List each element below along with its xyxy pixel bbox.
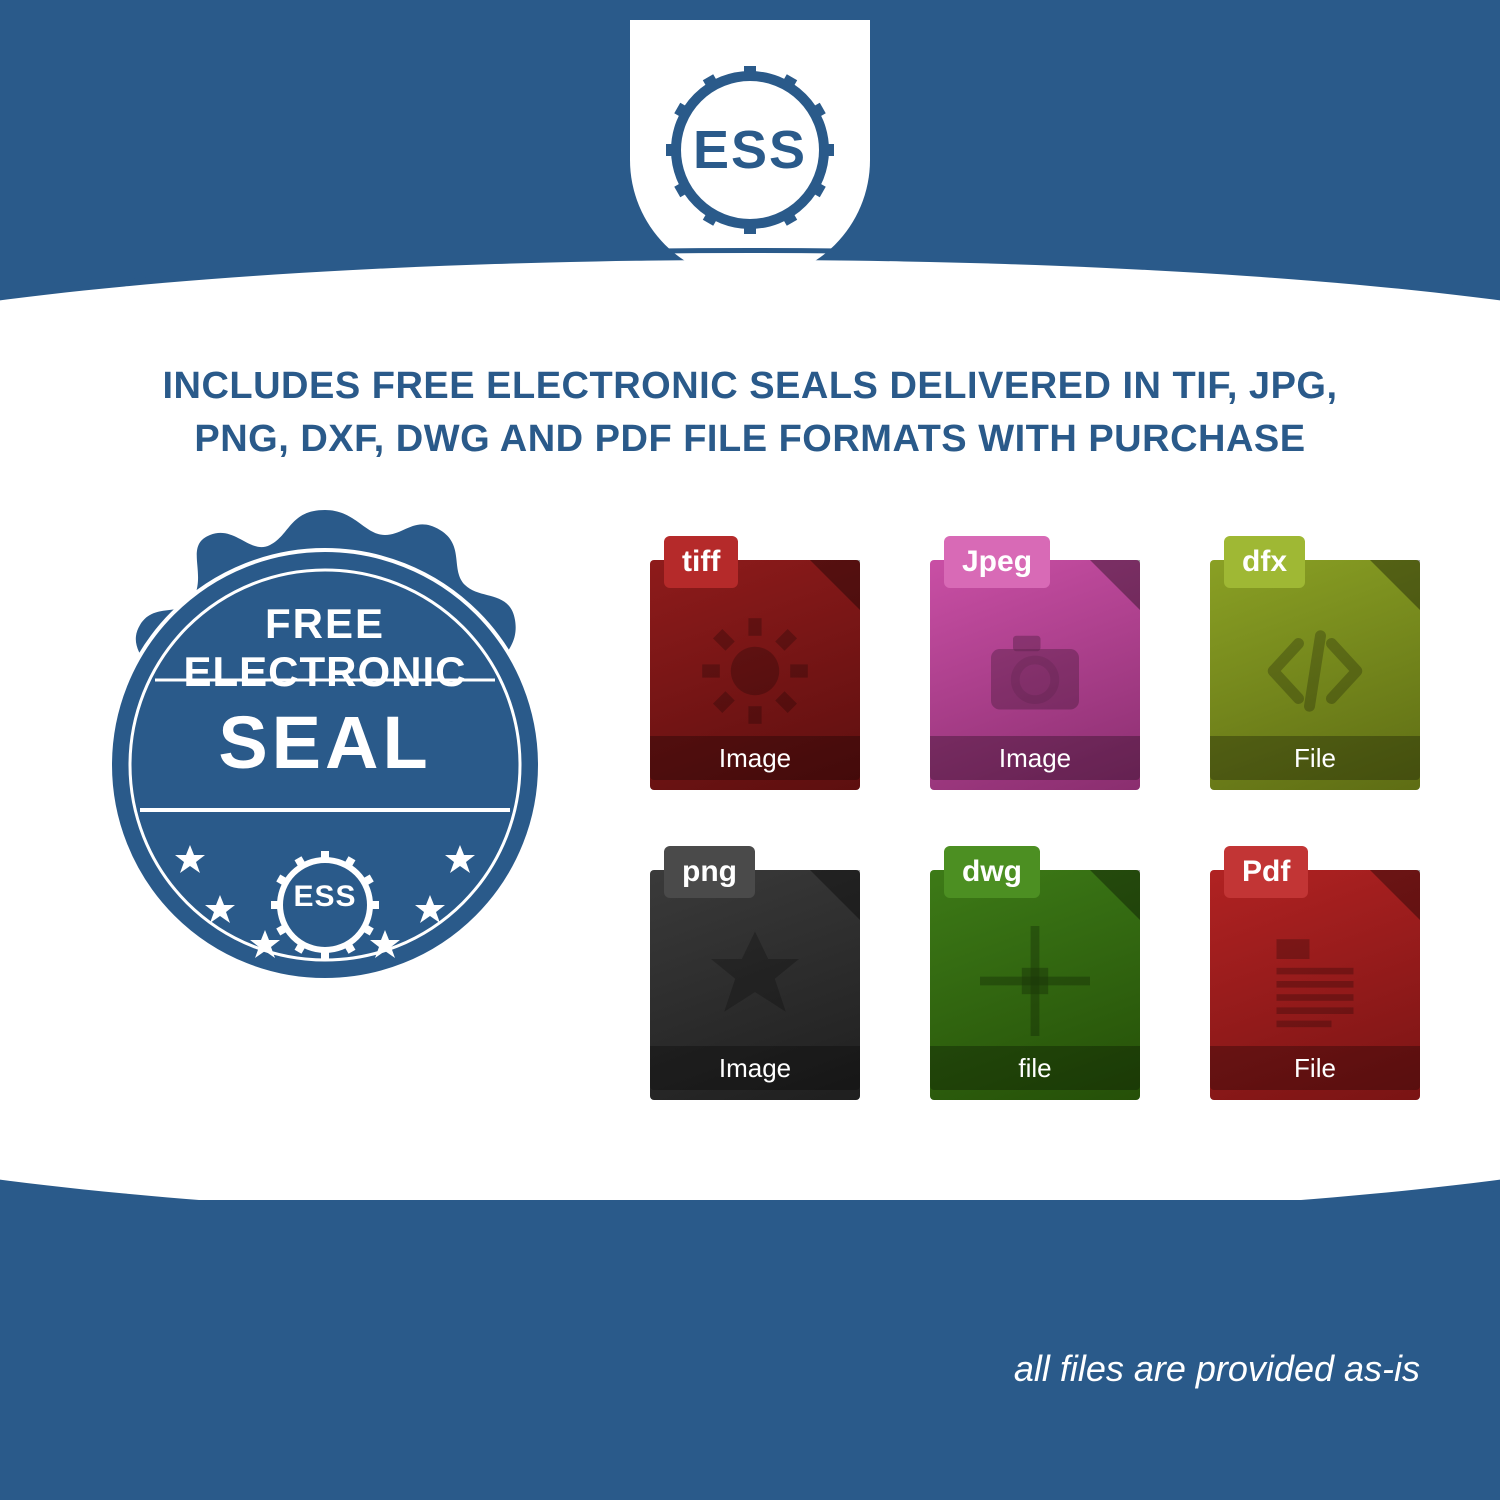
seal-text-block: FREE ELECTRONIC SEAL — [60, 600, 590, 785]
seal-line3: SEAL — [60, 700, 590, 785]
file-icon-tiff: tiff Image — [640, 530, 870, 790]
file-fold-corner — [1370, 870, 1420, 920]
file-format-grid: tiff Image Jpeg Image dfx File png Image dwg file… — [640, 530, 1460, 1120]
file-icon-pdf: Pdf File — [1200, 840, 1430, 1100]
headline: INCLUDES FREE ELECTRONIC SEALS DELIVERED… — [0, 360, 1500, 466]
file-footer-label: file — [930, 1046, 1140, 1090]
headline-line2: PNG, DXF, DWG AND PDF FILE FORMATS WITH … — [60, 413, 1440, 466]
file-fold-corner — [1090, 870, 1140, 920]
file-icon-jpeg: Jpeg Image — [920, 530, 1150, 790]
file-footer-label: File — [1210, 1046, 1420, 1090]
file-fold-corner — [810, 870, 860, 920]
logo-badge: ESS — [630, 20, 870, 280]
crosshair-icon — [980, 926, 1090, 1036]
infographic-page: ESS INCLUDES FREE ELECTRONIC SEALS DELIV… — [0, 0, 1500, 1500]
seal-line2: ELECTRONIC — [60, 648, 590, 696]
file-icon-png: png Image — [640, 840, 870, 1100]
file-fold-corner — [1090, 560, 1140, 610]
file-icon-dfx: dfx File — [1200, 530, 1430, 790]
file-tab-label: dwg — [944, 846, 1040, 898]
gear-icon — [700, 616, 810, 726]
starburst-icon — [700, 926, 810, 1036]
file-footer-label: Image — [650, 1046, 860, 1090]
file-fold-corner — [810, 560, 860, 610]
ess-gear-logo: ESS — [665, 65, 835, 235]
file-tab-label: dfx — [1224, 536, 1305, 588]
file-tab-label: tiff — [664, 536, 738, 588]
file-tab-label: Pdf — [1224, 846, 1308, 898]
seal-line1: FREE — [60, 600, 590, 648]
file-footer-label: Image — [650, 736, 860, 780]
camera-icon — [980, 616, 1090, 726]
file-footer-label: File — [1210, 736, 1420, 780]
headline-line1: INCLUDES FREE ELECTRONIC SEALS DELIVERED… — [60, 360, 1440, 413]
footer-disclaimer: all files are provided as-is — [1014, 1348, 1420, 1390]
free-electronic-seal-badge: FREE ELECTRONIC SEAL ESS — [60, 500, 590, 1030]
file-tab-label: Jpeg — [944, 536, 1050, 588]
code-icon — [1260, 616, 1370, 726]
seal-brand-text: ESS — [60, 880, 590, 914]
file-tab-label: png — [664, 846, 755, 898]
file-fold-corner — [1370, 560, 1420, 610]
file-footer-label: Image — [930, 736, 1140, 780]
doc-lines-icon — [1260, 926, 1370, 1036]
file-icon-dwg: dwg file — [920, 840, 1150, 1100]
logo-text: ESS — [693, 119, 807, 181]
